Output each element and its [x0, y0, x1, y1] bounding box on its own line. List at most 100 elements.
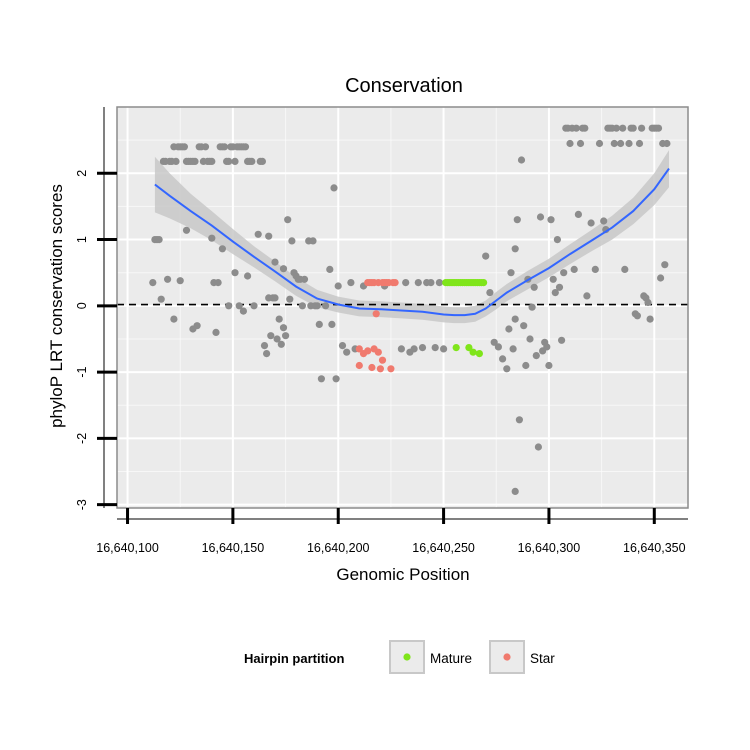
point-other	[646, 315, 654, 323]
point-other	[511, 245, 519, 253]
point-other	[279, 265, 288, 273]
point-other	[617, 139, 625, 148]
point-other	[263, 350, 271, 358]
point-other	[212, 328, 220, 336]
point-other	[258, 157, 266, 165]
point-other	[435, 279, 443, 287]
point-other	[193, 322, 201, 330]
point-other	[638, 124, 646, 132]
point-star	[376, 365, 384, 373]
point-other	[543, 343, 551, 351]
x-tick-label: 16,640,250	[412, 541, 475, 555]
point-mature	[465, 344, 473, 352]
point-other	[553, 236, 562, 244]
point-other	[208, 234, 216, 242]
point-other	[326, 265, 334, 273]
point-other	[633, 312, 642, 320]
legend-dot-mature	[403, 653, 411, 661]
x-axis-title: Genomic Position	[336, 565, 469, 584]
point-other	[277, 340, 285, 348]
x-axis: 16,640,100 16,640,150 16,640,200 16,640,250…	[96, 508, 688, 555]
point-other	[279, 324, 288, 332]
plot-panel-border	[116, 106, 689, 509]
point-other	[313, 302, 321, 310]
x-tick-label: 16,640,150	[202, 541, 265, 555]
point-other	[347, 279, 355, 287]
point-other	[332, 375, 340, 383]
point-other	[309, 237, 317, 245]
point-other	[248, 157, 256, 165]
point-other	[300, 275, 309, 283]
smooth-confidence-ribbon	[154, 150, 669, 324]
point-star	[372, 310, 380, 318]
point-other	[591, 265, 599, 273]
legend-dot-star	[503, 653, 511, 661]
point-other	[486, 289, 494, 297]
point-other	[402, 279, 410, 287]
point-star	[387, 365, 395, 373]
point-other	[418, 344, 427, 352]
point-other	[208, 157, 216, 165]
point-other	[273, 335, 281, 343]
y-tick-label: 2	[75, 170, 89, 177]
y-tick-label: -1	[75, 366, 89, 377]
point-other	[528, 303, 536, 311]
point-other	[170, 315, 178, 323]
point-other	[522, 361, 530, 370]
point-other	[532, 352, 540, 360]
point-other	[657, 274, 665, 282]
point-other	[225, 302, 233, 310]
legend-title: Hairpin partition	[244, 651, 344, 666]
point-mature	[480, 279, 488, 287]
point-other	[490, 338, 498, 346]
point-other	[201, 143, 210, 151]
point-other	[214, 279, 222, 287]
legend: Hairpin partition Mature Star	[244, 640, 555, 674]
point-other	[600, 217, 608, 225]
point-other	[625, 139, 633, 148]
point-other	[322, 302, 330, 310]
point-star	[391, 279, 399, 287]
point-other	[503, 365, 511, 373]
point-other	[610, 139, 618, 148]
point-other	[164, 275, 172, 283]
y-tick-label: 0	[75, 302, 89, 309]
point-star	[355, 361, 363, 370]
point-other	[271, 258, 279, 266]
point-other	[509, 345, 517, 353]
point-other	[505, 325, 513, 333]
point-other	[330, 184, 338, 192]
point-other	[431, 344, 439, 352]
point-other	[286, 295, 294, 303]
legend-label-mature: Mature	[430, 651, 472, 666]
point-other	[572, 124, 580, 132]
point-other	[414, 279, 422, 287]
data-points	[149, 124, 671, 495]
point-other	[241, 143, 250, 151]
point-other	[172, 157, 180, 165]
x-tick-label: 16,640,300	[518, 541, 581, 555]
point-other	[157, 295, 165, 303]
point-other	[551, 289, 559, 297]
point-other	[612, 124, 621, 132]
point-other	[250, 302, 258, 310]
x-tick-label: 16,640,350	[623, 541, 686, 555]
point-other	[520, 322, 528, 330]
point-mature	[469, 348, 477, 356]
point-other	[220, 143, 229, 151]
point-other	[555, 283, 564, 291]
point-other	[275, 315, 283, 323]
point-other	[284, 216, 292, 224]
point-other	[515, 416, 524, 424]
point-other	[239, 307, 247, 315]
y-axis-title: phyloP LRT conservation scores	[47, 184, 66, 428]
point-other	[231, 269, 239, 277]
point-other	[410, 345, 418, 353]
point-other	[574, 210, 583, 218]
x-tick-label: 16,640,100	[96, 541, 159, 555]
point-other	[235, 302, 243, 310]
point-other	[545, 361, 553, 370]
point-other	[663, 139, 671, 148]
point-other	[334, 282, 342, 290]
